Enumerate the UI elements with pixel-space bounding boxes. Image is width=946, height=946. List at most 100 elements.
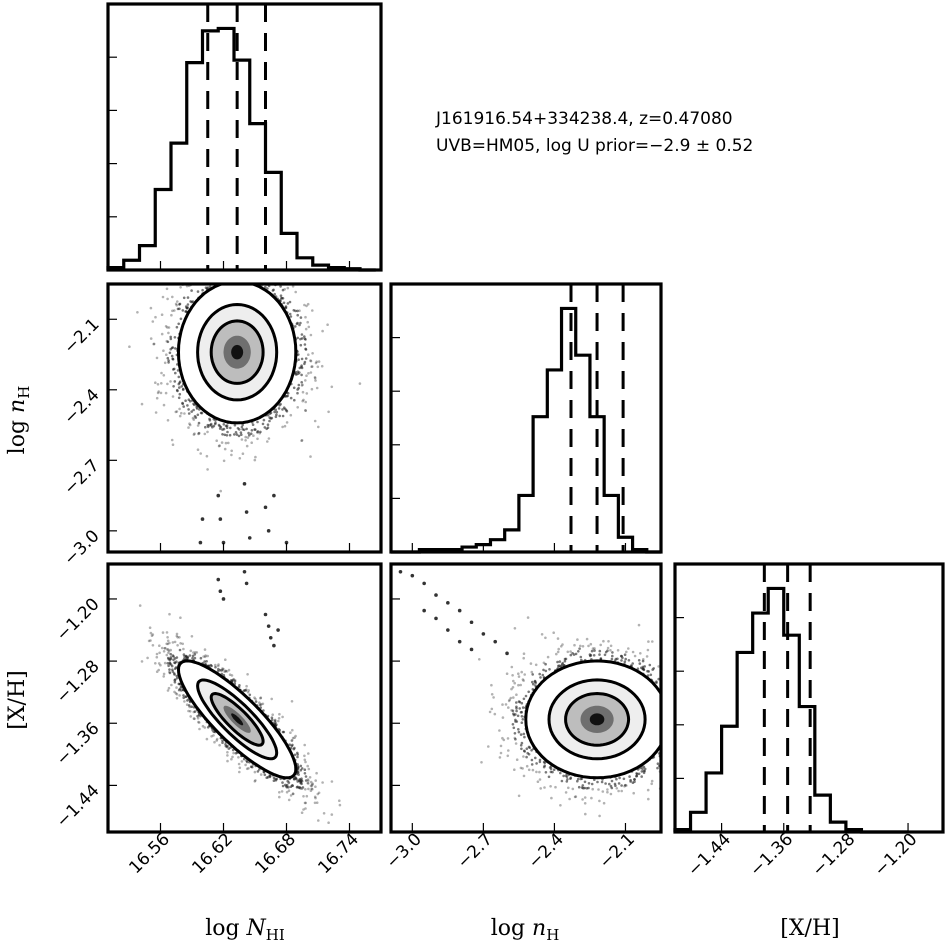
sample-point xyxy=(206,430,209,434)
sample-point xyxy=(172,367,176,371)
sample-point xyxy=(300,439,304,442)
sample-point xyxy=(195,407,199,410)
sample-point xyxy=(151,320,155,323)
sample-point xyxy=(268,419,271,423)
sample-point xyxy=(296,336,300,340)
sample-point xyxy=(170,346,174,350)
sample-point xyxy=(316,365,320,369)
sample-point xyxy=(184,310,188,313)
sample-point xyxy=(298,323,301,327)
sample-point xyxy=(216,493,221,498)
sample-point xyxy=(186,404,189,407)
sample-point xyxy=(330,385,334,389)
sample-point xyxy=(194,279,197,282)
sample-point xyxy=(171,443,175,447)
sample-point xyxy=(300,381,304,384)
sample-point xyxy=(300,439,303,443)
sample-point xyxy=(190,273,193,276)
sample-point xyxy=(154,381,157,385)
sample-point xyxy=(283,288,287,291)
sample-point xyxy=(252,434,255,438)
sample-point xyxy=(174,692,178,695)
sample-point xyxy=(272,493,276,498)
sample-point xyxy=(299,337,302,341)
sample-point xyxy=(200,517,205,521)
sample-point xyxy=(289,731,292,734)
sample-point xyxy=(310,387,314,391)
sample-point xyxy=(250,429,254,432)
sample-point xyxy=(172,385,175,388)
sample-point xyxy=(198,540,203,545)
sample-point xyxy=(245,427,248,431)
sample-point xyxy=(244,439,247,442)
sample-point xyxy=(197,421,201,425)
sample-point xyxy=(233,433,236,436)
sample-point xyxy=(338,803,342,807)
sample-point xyxy=(166,382,169,386)
sample-point xyxy=(178,392,182,396)
sample-point xyxy=(306,320,310,324)
sample-point xyxy=(264,285,267,289)
sample-point xyxy=(275,413,278,417)
sample-point xyxy=(196,448,200,452)
sample-point xyxy=(256,437,259,441)
sample-point xyxy=(175,325,179,329)
sample-point xyxy=(309,359,313,363)
sample-point xyxy=(176,278,179,281)
sample-point xyxy=(217,278,220,281)
sample-point xyxy=(267,274,270,277)
sample-point xyxy=(295,373,298,376)
sample-point xyxy=(251,423,255,427)
sample-point xyxy=(210,278,213,281)
sample-point xyxy=(227,441,230,445)
sample-point xyxy=(285,421,289,424)
sample-point xyxy=(166,419,170,422)
sample-point xyxy=(262,418,266,422)
sample-point xyxy=(326,323,329,327)
sample-point xyxy=(160,382,163,385)
sample-point xyxy=(260,277,263,280)
sample-point xyxy=(244,510,249,514)
sample-point xyxy=(303,278,306,281)
sample-point xyxy=(309,359,312,362)
sample-point xyxy=(289,396,293,400)
sample-point xyxy=(300,373,303,377)
sample-point xyxy=(273,292,277,296)
sample-point xyxy=(170,313,173,317)
sample-point xyxy=(251,278,254,281)
sample-point xyxy=(159,391,163,395)
sample-point xyxy=(300,357,304,361)
sample-point xyxy=(190,410,193,413)
sample-point xyxy=(167,686,171,690)
sample-point xyxy=(179,317,183,321)
sample-point xyxy=(187,398,191,402)
sample-point xyxy=(204,425,207,429)
sample-point xyxy=(304,348,308,351)
sample-point xyxy=(266,287,269,290)
sample-point xyxy=(175,634,179,638)
sample-point xyxy=(158,651,161,655)
sample-point xyxy=(222,459,226,463)
sample-point xyxy=(281,288,285,292)
sample-point xyxy=(177,375,181,379)
sample-point xyxy=(296,406,300,409)
sample-point xyxy=(166,340,170,344)
sample-point xyxy=(266,440,269,443)
sample-point xyxy=(177,322,180,326)
sample-point xyxy=(296,309,299,313)
sample-point xyxy=(206,468,209,471)
sample-point xyxy=(156,391,160,395)
sample-point xyxy=(237,756,240,759)
sample-point xyxy=(164,325,168,328)
sample-point xyxy=(149,631,153,635)
sample-point xyxy=(205,273,208,276)
sample-point xyxy=(268,416,272,419)
sample-point xyxy=(206,286,210,289)
sample-point xyxy=(175,304,178,307)
sample-point xyxy=(320,364,324,368)
sample-point xyxy=(171,357,174,361)
sample-point xyxy=(301,390,305,394)
sample-point xyxy=(167,331,170,335)
sample-point xyxy=(221,276,224,279)
